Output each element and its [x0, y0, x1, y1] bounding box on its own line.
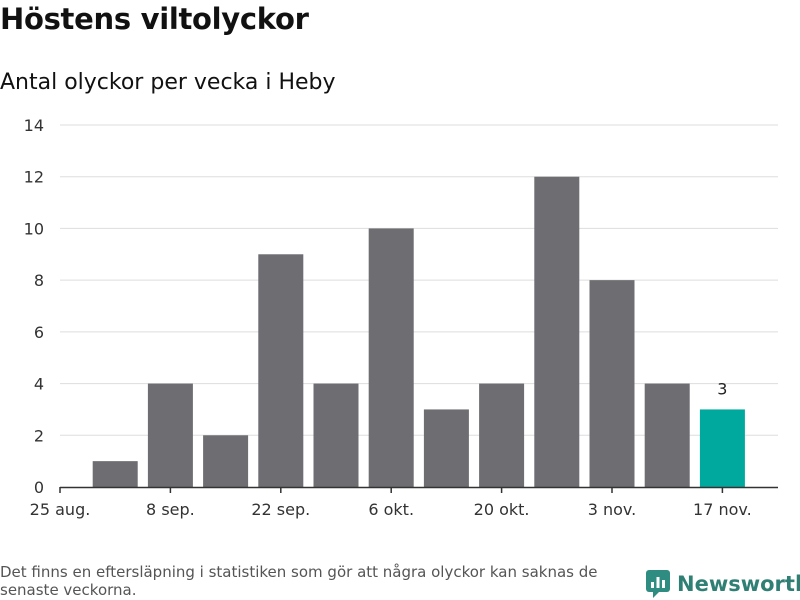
bar-chart: 0 2 4 6 8 10 12 14 3 25 aug. 8 sep. 22 sep. 6 okt. 20…: [24, 116, 778, 519]
bar-9: [534, 176, 580, 487]
newsworthy-logo-icon: [646, 570, 670, 598]
bar-2: [147, 383, 193, 487]
y-tick-label: 12: [24, 168, 44, 187]
chart-subtitle: Antal olyckor per vecka i Heby: [0, 70, 336, 95]
bar-5: [313, 383, 359, 487]
bar-11: [644, 383, 690, 487]
y-tick-label: 14: [24, 116, 44, 135]
footnote: Det finns en eftersläpning i statistiken…: [0, 563, 598, 599]
x-tick-label: 25 aug.: [30, 500, 91, 519]
brand-name: Newsworthy: [677, 572, 800, 596]
bar-3: [203, 435, 249, 487]
chart-title: Höstens viltolyckor: [0, 2, 309, 36]
y-tick-label: 6: [34, 323, 44, 342]
bar-6: [368, 228, 414, 487]
y-tick-label: 8: [34, 271, 44, 290]
bar-1: [92, 461, 138, 487]
brand-logo[interactable]: Newsworthy: [645, 569, 800, 599]
x-tick-label: 22 sep.: [251, 500, 310, 519]
bar-7: [423, 409, 469, 487]
y-tick-label: 4: [34, 375, 44, 394]
x-tick-label: 8 sep.: [146, 500, 195, 519]
y-tick-label: 0: [34, 478, 44, 497]
bar-10: [589, 280, 635, 487]
data-label: 3: [717, 379, 727, 398]
bar-4: [258, 254, 304, 487]
bar-12: [699, 409, 745, 487]
x-tick-label: 20 okt.: [474, 500, 530, 519]
y-tick-label: 10: [24, 219, 44, 238]
x-tick-label: 3 nov.: [588, 500, 637, 519]
x-tick-label: 6 okt.: [368, 500, 414, 519]
bar-8: [479, 383, 525, 487]
y-tick-label: 2: [34, 426, 44, 445]
x-tick-label: 17 nov.: [693, 500, 752, 519]
